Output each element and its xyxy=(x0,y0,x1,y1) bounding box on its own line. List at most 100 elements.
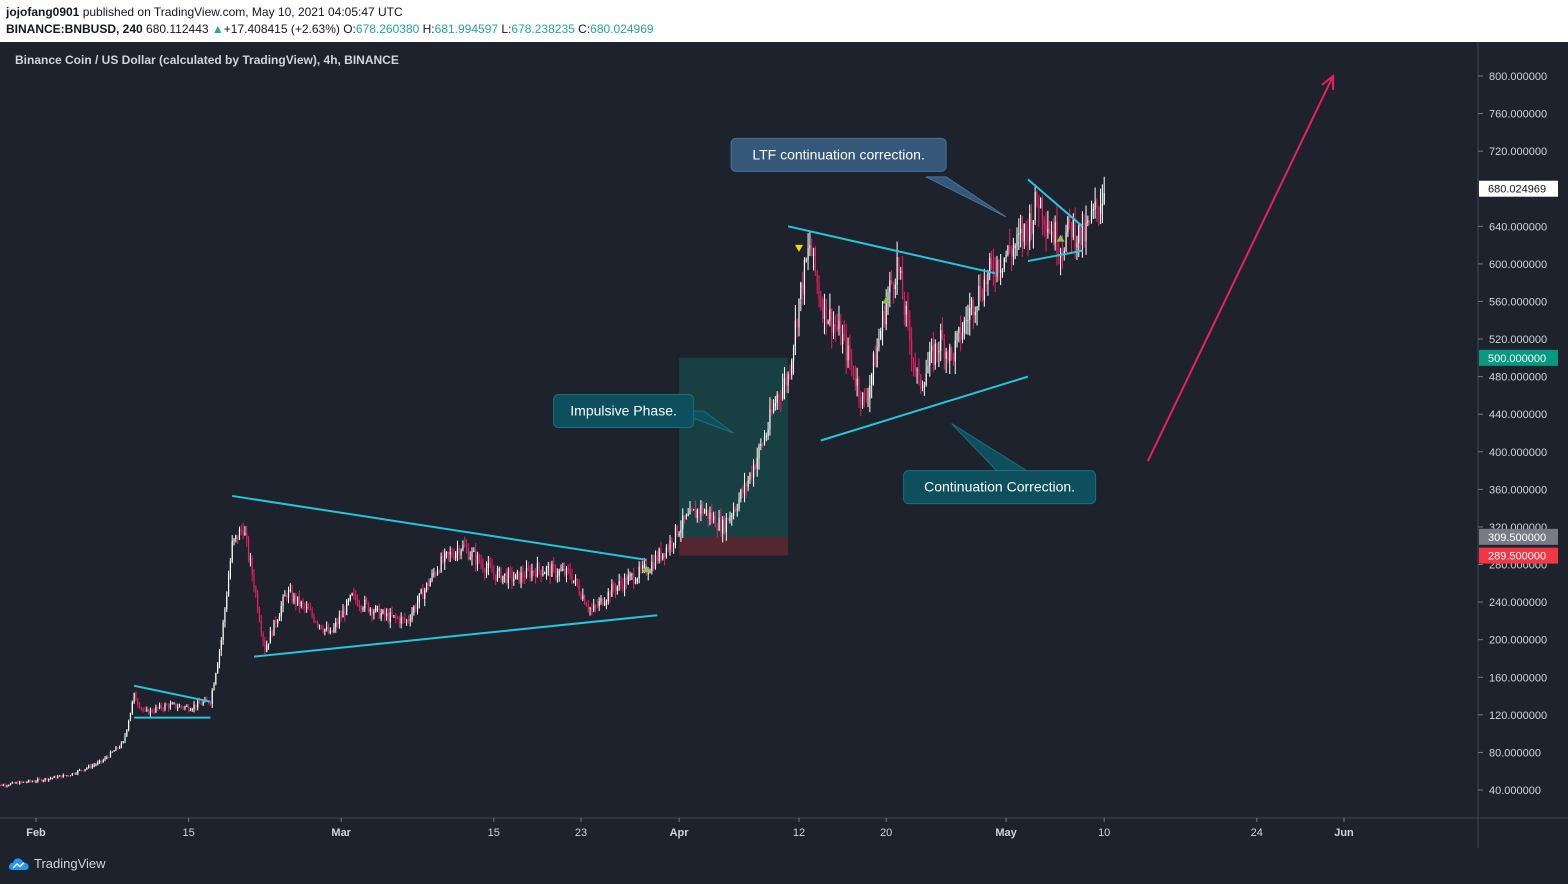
candle-body xyxy=(200,703,202,705)
candle-body xyxy=(1094,200,1096,210)
price-chart[interactable]: Impulsive Phase. LTF continuation correct… xyxy=(0,42,1568,848)
candle-body xyxy=(763,437,766,445)
candle-body xyxy=(589,608,591,610)
candle-body xyxy=(257,593,259,611)
candle-body xyxy=(725,517,727,533)
candle-body xyxy=(656,555,658,562)
time-tick-label: May xyxy=(995,827,1017,839)
candle-body xyxy=(108,757,110,759)
candle-body xyxy=(324,629,326,632)
candle-body xyxy=(941,330,944,339)
callout-text: LTF continuation correction. xyxy=(752,146,925,162)
candle-body xyxy=(932,345,935,365)
candle-body xyxy=(335,622,337,628)
candle-body xyxy=(642,565,644,569)
candle-body xyxy=(473,550,475,552)
candle-body xyxy=(734,509,737,511)
candle-body xyxy=(573,580,575,583)
candle-body xyxy=(213,683,215,691)
candle-body xyxy=(687,514,689,516)
callout-box xyxy=(553,394,695,428)
trendline xyxy=(787,225,996,275)
tradingview-logo[interactable]: TradingView xyxy=(8,856,106,871)
candle-body xyxy=(620,581,622,585)
candle-body xyxy=(1045,224,1047,233)
callout-box xyxy=(730,137,947,172)
candle-body xyxy=(865,398,867,400)
candle-body xyxy=(1050,231,1053,234)
candle-body xyxy=(698,509,700,514)
candle-body xyxy=(500,568,502,582)
candle-body xyxy=(315,621,317,623)
candle-body xyxy=(1021,229,1024,242)
candle-body xyxy=(965,320,967,322)
candle-body xyxy=(878,339,880,348)
candle-body xyxy=(604,603,606,606)
candle-body xyxy=(1052,231,1054,244)
candle-body xyxy=(867,398,869,400)
candle-body xyxy=(406,620,408,622)
candle-body xyxy=(765,435,767,438)
candle-body xyxy=(20,781,23,783)
candle-body xyxy=(900,270,902,273)
candle-body xyxy=(375,606,377,612)
candle-body xyxy=(920,375,922,389)
candle-body xyxy=(327,627,330,634)
published-text: published on TradingView.com, May 10, 20… xyxy=(82,5,403,19)
candle-body xyxy=(540,569,542,576)
candle-body xyxy=(226,595,228,609)
candle-body xyxy=(743,483,746,494)
candle-body xyxy=(513,579,515,582)
candle-body xyxy=(73,773,75,775)
candle-body xyxy=(28,780,30,783)
candle-body xyxy=(358,605,360,607)
callout-pointer xyxy=(925,176,1007,218)
candle-body xyxy=(976,306,978,312)
candle-body xyxy=(974,311,976,316)
candle-body xyxy=(872,354,875,375)
candle-body xyxy=(938,351,940,353)
candle-body xyxy=(1089,220,1091,222)
candle-body xyxy=(465,546,468,549)
candle-body xyxy=(313,615,315,622)
candle-body xyxy=(585,603,588,607)
candle-body xyxy=(373,611,375,615)
projection-arrow-head-icon xyxy=(1321,73,1335,91)
time-tick-label: Apr xyxy=(670,827,690,839)
candle-body xyxy=(396,617,399,619)
candle-body xyxy=(146,709,148,711)
candle-body xyxy=(860,397,862,405)
candle-body xyxy=(898,257,900,273)
candle-body xyxy=(46,778,48,781)
candle-body xyxy=(674,525,677,544)
candle-body xyxy=(195,704,197,708)
candle-body xyxy=(71,773,73,776)
candle-body xyxy=(782,387,784,399)
candle-body xyxy=(233,538,235,542)
candle-body xyxy=(86,767,88,770)
candle-body xyxy=(880,330,882,340)
candle-body xyxy=(0,784,3,786)
footer-brand: TradingView xyxy=(34,856,106,871)
candle-body xyxy=(533,570,535,573)
open-value: 678.260380 xyxy=(355,22,420,36)
candle-body xyxy=(227,577,230,596)
trendline xyxy=(253,614,658,658)
candle-body xyxy=(836,326,838,330)
candle-body xyxy=(685,515,687,519)
price-change: +17.408415 (+2.63%) xyxy=(223,22,340,36)
candle-body xyxy=(1007,246,1009,255)
price-tick-label: 80.000000 xyxy=(1489,747,1541,759)
candle-body xyxy=(981,297,984,300)
candle-body xyxy=(863,392,865,399)
candle-body xyxy=(929,351,931,366)
candle-body xyxy=(791,360,793,375)
candle-body xyxy=(278,616,281,621)
candle-body xyxy=(952,353,955,362)
time-tick-label: 10 xyxy=(1098,827,1110,839)
candle-body xyxy=(66,775,68,777)
candle-body xyxy=(9,783,12,786)
close-value: 680.024969 xyxy=(590,22,654,36)
candle-body xyxy=(814,248,816,273)
chart-pane[interactable]: Impulsive Phase. LTF continuation correct… xyxy=(0,42,1568,848)
